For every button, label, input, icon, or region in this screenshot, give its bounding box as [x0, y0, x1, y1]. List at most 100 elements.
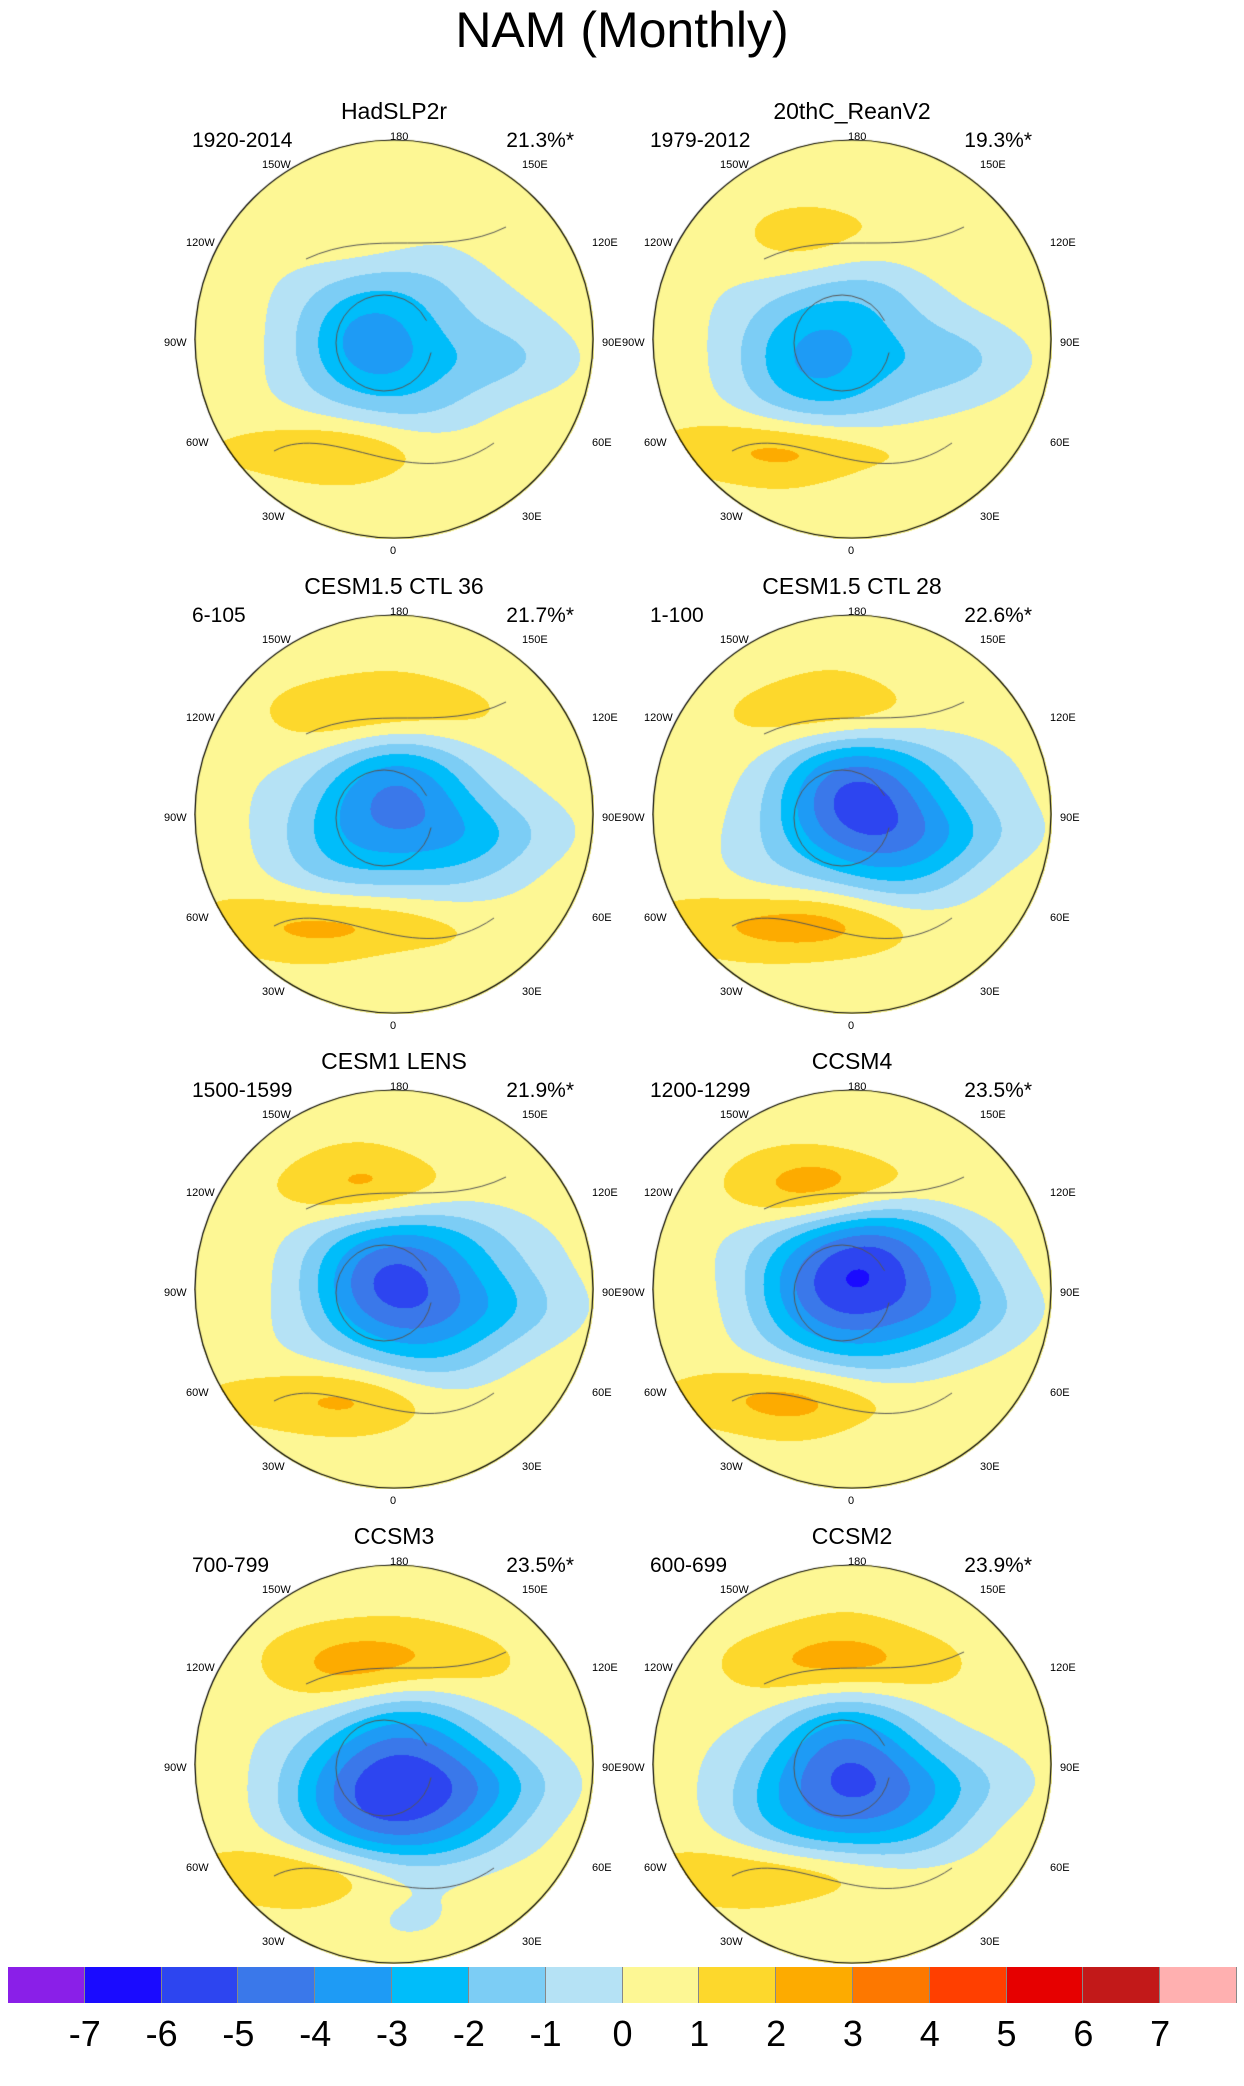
longitude-label: 150W — [262, 159, 291, 171]
longitude-label: 30W — [262, 1936, 285, 1948]
longitude-label: 90W — [164, 1287, 187, 1299]
longitude-label: 90W — [164, 812, 187, 824]
longitude-label: 60E — [1050, 437, 1070, 449]
colorbar-cell — [776, 1967, 853, 2003]
longitude-label: 120W — [644, 237, 673, 249]
longitude-label: 150E — [980, 1584, 1006, 1596]
longitude-label: 60W — [644, 1387, 667, 1399]
longitude-label: 180 — [848, 1081, 867, 1093]
longitude-label: 90E — [1060, 337, 1080, 349]
longitude-label: 60W — [644, 912, 667, 924]
longitude-label: 60E — [592, 1862, 612, 1874]
longitude-label: 150E — [522, 1584, 548, 1596]
longitude-label: 150W — [262, 634, 291, 646]
longitude-label: 180 — [848, 131, 867, 143]
longitude-label: 30E — [980, 1461, 1000, 1473]
colorbar-tick-label: -2 — [452, 2013, 485, 2054]
longitude-label: 150W — [720, 159, 749, 171]
longitude-label: 90E — [1060, 1287, 1080, 1299]
longitude-label: 150W — [720, 634, 749, 646]
longitude-label: 120W — [644, 1187, 673, 1199]
longitude-label: 60E — [1050, 1862, 1070, 1874]
polar-map — [194, 1564, 594, 1964]
longitude-label: 150E — [522, 634, 548, 646]
colorbar-tick-label: 5 — [996, 2013, 1017, 2054]
longitude-label: 60E — [592, 1387, 612, 1399]
longitude-label: 120E — [592, 1187, 618, 1199]
polar-map — [652, 1564, 1052, 1964]
longitude-label: 90W — [622, 337, 645, 349]
longitude-label: 180 — [390, 131, 409, 143]
longitude-label: 30E — [522, 1461, 542, 1473]
longitude-label: 90E — [602, 1287, 622, 1299]
longitude-label: 90W — [164, 1762, 187, 1774]
longitude-label: 60W — [644, 1862, 667, 1874]
colorbar-tick-label: 3 — [842, 2013, 863, 2054]
colorbar-cell — [545, 1967, 623, 2003]
colorbar-tick-label: 1 — [689, 2013, 710, 2054]
panel-title: CCSM4 — [811, 1048, 893, 1074]
panel-title: CCSM2 — [811, 1523, 893, 1549]
longitude-label: 30E — [980, 511, 1000, 523]
longitude-label: 180 — [390, 1081, 409, 1093]
longitude-label: 150E — [522, 1109, 548, 1121]
colorbar-cell — [161, 1967, 239, 2003]
longitude-label: 30E — [522, 986, 542, 998]
longitude-label: 30W — [262, 986, 285, 998]
longitude-label: 90E — [602, 812, 622, 824]
colorbar-tick-label: 2 — [766, 2013, 787, 2054]
panel-title: CESM1.5 CTL 36 — [304, 573, 484, 599]
longitude-label: 60W — [186, 1862, 209, 1874]
longitude-label: 30W — [262, 511, 285, 523]
longitude-label: 120E — [1050, 712, 1076, 724]
colorbar-tick-label: 4 — [919, 2013, 940, 2054]
longitude-label: 60W — [186, 912, 209, 924]
colorbar-tick-label: -4 — [299, 2013, 332, 2054]
longitude-label: 150W — [262, 1584, 291, 1596]
longitude-label: 0 — [390, 1020, 397, 1032]
polar-map — [652, 139, 1052, 539]
longitude-label: 60E — [1050, 1387, 1070, 1399]
longitude-label: 60W — [186, 437, 209, 449]
longitude-label: 30W — [720, 1461, 743, 1473]
longitude-label: 90E — [602, 337, 622, 349]
longitude-label: 30E — [522, 511, 542, 523]
longitude-label: 30W — [720, 1936, 743, 1948]
longitude-label: 120E — [592, 1662, 618, 1674]
panel-title: CCSM3 — [353, 1523, 435, 1549]
polar-map — [194, 1089, 594, 1489]
longitude-label: 90E — [1060, 812, 1080, 824]
longitude-label: 90W — [622, 1762, 645, 1774]
longitude-label: 60W — [186, 1387, 209, 1399]
longitude-label: 60E — [592, 437, 612, 449]
colorbar-cell — [1083, 1967, 1161, 2003]
colorbar-tick-label: -5 — [222, 2013, 255, 2054]
colorbar-cell — [622, 1967, 700, 2003]
longitude-label: 120W — [186, 712, 215, 724]
colorbar-tick-label: 0 — [612, 2013, 633, 2054]
panel-title: HadSLP2r — [340, 98, 448, 124]
longitude-label: 30E — [980, 1936, 1000, 1948]
longitude-label: 150E — [980, 634, 1006, 646]
longitude-label: 120W — [644, 1662, 673, 1674]
longitude-label: 120E — [1050, 1187, 1076, 1199]
colorbar-cell — [392, 1967, 469, 2003]
polar-map — [194, 139, 594, 539]
longitude-label: 150W — [720, 1109, 749, 1121]
longitude-label: 150W — [720, 1584, 749, 1596]
longitude-label: 90W — [622, 1287, 645, 1299]
longitude-label: 0 — [848, 545, 855, 557]
longitude-label: 30E — [522, 1936, 542, 1948]
colorbar-cell — [315, 1967, 393, 2003]
longitude-label: 120E — [592, 237, 618, 249]
longitude-label: 0 — [390, 1495, 397, 1507]
longitude-label: 90W — [164, 337, 187, 349]
longitude-label: 180 — [390, 606, 409, 618]
colorbar-cell — [929, 1967, 1007, 2003]
panel-title: CESM1 LENS — [321, 1048, 467, 1074]
longitude-label: 0 — [390, 545, 397, 557]
polar-map — [652, 1089, 1052, 1489]
longitude-label: 90W — [622, 812, 645, 824]
polar-map — [652, 614, 1052, 1014]
longitude-label: 120E — [592, 712, 618, 724]
